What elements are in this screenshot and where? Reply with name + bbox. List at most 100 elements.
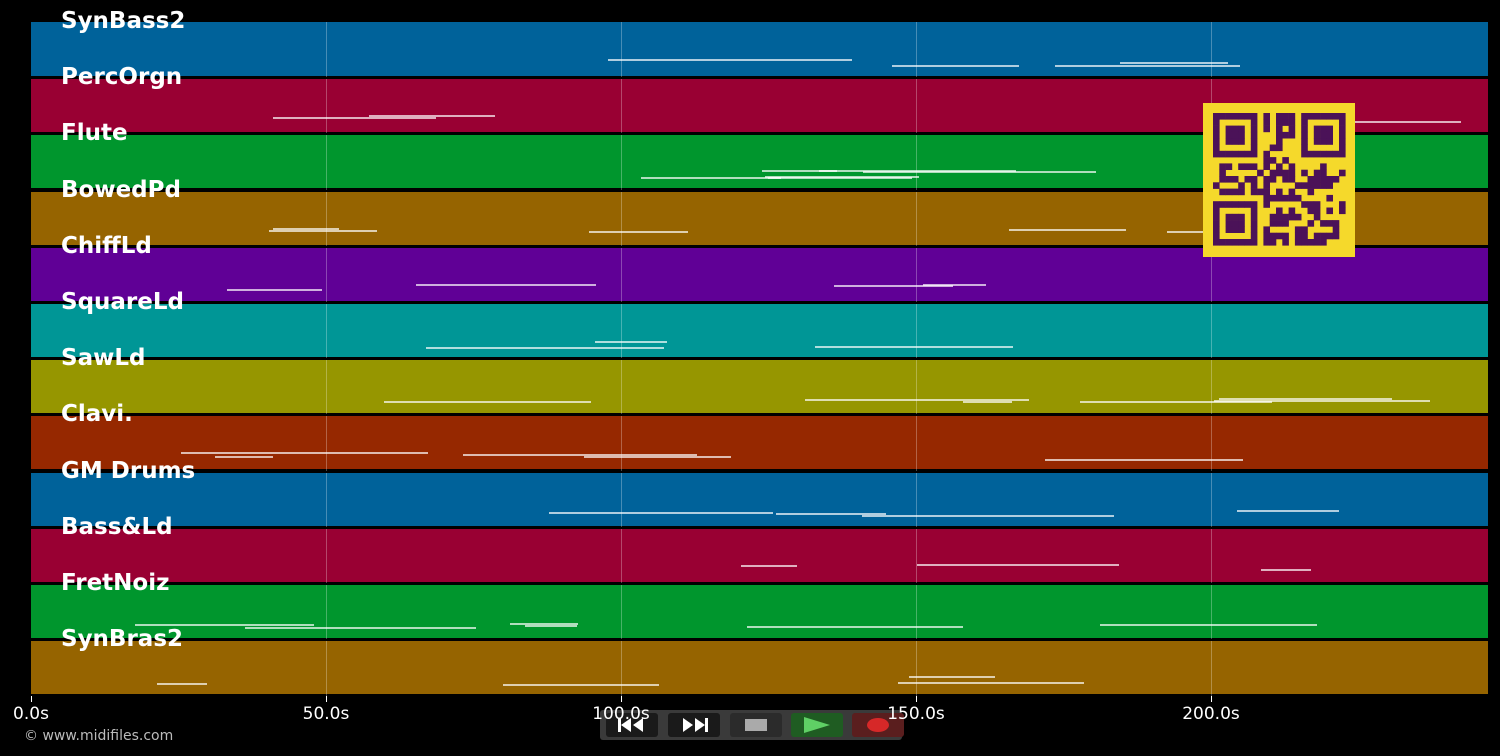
note-stroke [273,228,340,231]
note-stroke [1009,228,1127,231]
note-stroke [548,512,774,515]
note-stroke [510,622,579,625]
tick-label: 50.0s [302,704,350,724]
transport-controls [600,710,904,740]
track-separator [31,470,1488,473]
note-stroke [369,115,496,118]
tick-mark [326,696,327,702]
tick-mark [1211,696,1212,702]
note-stroke [833,284,953,287]
play-icon [804,717,830,733]
track-separator [31,245,1488,248]
track-label: SawLd [61,345,146,372]
note-stroke [1237,510,1339,513]
note-stroke [134,624,314,627]
track-6[interactable]: SawLd [31,345,1488,414]
note-stroke [818,170,1017,173]
note-stroke [962,400,1013,403]
note-stroke [1079,401,1273,404]
note-stroke [268,230,378,233]
track-separator [31,639,1488,642]
track-separator [31,583,1488,585]
note-stroke [765,175,919,178]
tick-label: 100.0s [592,704,650,724]
note-stroke [909,676,996,679]
note-stroke [416,284,597,287]
note-stroke [426,346,664,349]
note-stroke [1055,65,1241,68]
note-stroke [768,176,913,179]
note-stroke [607,58,853,61]
track-separator [31,414,1488,417]
note-stroke [273,117,436,120]
note-stroke [595,340,668,343]
track-separator [31,302,1488,304]
track-11[interactable]: SynBras2 [31,626,1488,695]
note-stroke [815,346,1014,349]
note-stroke [180,452,428,455]
track-separator [31,77,1488,80]
track-separator [31,526,1488,529]
record-icon [867,718,889,732]
note-stroke [775,512,887,515]
fast-forward-button[interactable] [668,713,720,737]
note-stroke [762,170,838,173]
note-stroke [215,455,273,458]
tick-label: 200.0s [1182,704,1240,724]
note-stroke [1214,399,1431,402]
note-stroke [1261,569,1312,572]
note-stroke [384,401,592,404]
tick-label: 0.0s [13,704,49,724]
note-stroke [463,453,698,456]
note-stroke [746,626,964,629]
track-separator [31,189,1488,192]
note-stroke [1218,397,1393,400]
track-5[interactable]: SquareLd [31,289,1488,357]
note-stroke [1045,458,1244,461]
copyright-text: © www.midifiles.com [24,728,174,744]
stop-button[interactable] [730,713,782,737]
stop-icon [745,719,767,731]
note-stroke [227,288,322,291]
note-stroke [1261,121,1461,124]
note-stroke [898,681,1084,684]
track-label: PercOrgn [61,64,183,91]
track-label: GM Drums [61,457,196,484]
note-stroke [588,231,689,234]
note-stroke [862,515,1115,518]
track-label: SynBass2 [61,8,186,34]
note-stroke [916,564,1119,567]
note-stroke [804,398,1030,401]
tick-label: 150.0s [887,704,945,724]
track-label: Clavi. [61,401,133,428]
tick-mark [31,696,32,702]
note-stroke [922,284,986,287]
note-stroke [1100,623,1317,626]
track-separator [31,358,1488,361]
note-stroke [891,65,1019,68]
play-button[interactable] [791,713,843,737]
note-stroke [525,625,578,628]
tick-mark [621,696,622,702]
track-9[interactable]: Bass&Ld [31,514,1488,582]
note-stroke [502,683,660,686]
rewind-icon [618,718,643,732]
record-button[interactable] [852,713,904,737]
track-7[interactable]: Clavi. [31,401,1488,470]
rewind-button[interactable] [606,713,658,737]
track-label: SynBras2 [61,626,184,653]
note-stroke [740,564,798,567]
track-10[interactable]: FretNoiz [31,570,1488,638]
note-stroke [641,177,781,180]
track-label: Bass&Ld [61,513,173,540]
note-stroke [1120,61,1229,64]
qr-code-image [1203,103,1355,257]
note-stroke [583,455,731,458]
track-label: FretNoiz [61,570,170,596]
note-stroke [244,627,476,630]
track-separator [31,133,1488,136]
fast-forward-icon [683,718,708,732]
track-0[interactable]: SynBass2 [31,8,1488,76]
track-8[interactable]: GM Drums [31,458,1488,526]
track-label: ChiffLd [61,232,152,259]
